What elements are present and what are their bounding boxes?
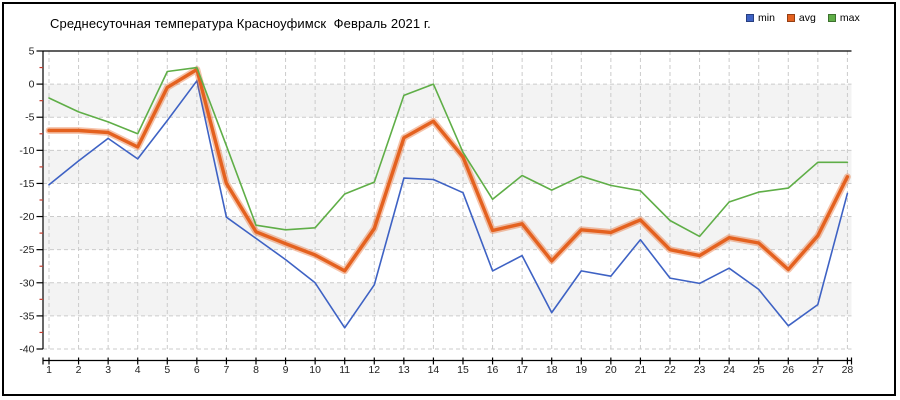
x-axis xyxy=(42,357,853,365)
x-gridlines xyxy=(48,51,848,349)
x-tick-label: 19 xyxy=(575,364,587,376)
y-tick-label: -15 xyxy=(19,178,34,190)
x-tick-label: 5 xyxy=(164,364,170,376)
x-tick-label: 11 xyxy=(339,364,350,376)
series-min xyxy=(48,80,849,329)
x-tick-label: 8 xyxy=(253,364,259,376)
legend-label-min: min xyxy=(758,12,775,24)
x-tick-label: 23 xyxy=(694,364,706,376)
x-tick-label: 26 xyxy=(782,364,794,376)
x-tick-label: 15 xyxy=(457,364,469,376)
chart-title: Среднесуточная температура Красноуфимск … xyxy=(50,16,431,31)
x-tick-label: 28 xyxy=(842,364,854,376)
legend: min avg max xyxy=(746,12,860,24)
x-tick-label: 25 xyxy=(753,364,765,376)
y-tick-label: -30 xyxy=(19,277,34,289)
y-tick-label: -20 xyxy=(19,211,34,223)
x-tick-label: 17 xyxy=(516,364,528,376)
y-tick-label: -40 xyxy=(19,344,34,356)
x-tick-label: 7 xyxy=(224,364,230,376)
y-tick-label: -25 xyxy=(19,244,34,256)
legend-item-max: max xyxy=(827,12,860,24)
x-tick-labels: 1 2 3 4 5 6 7 8 9 10 11 12 13 14 15 16 17 18 19 20 21 22 23 24 2… xyxy=(46,364,853,376)
x-tick-label: 3 xyxy=(105,364,111,376)
y-tick-label: 5 xyxy=(29,46,35,58)
x-tick-label: 18 xyxy=(546,364,558,376)
x-tick-label: 10 xyxy=(309,364,321,376)
y-tick-label: 0 xyxy=(29,79,35,91)
x-tick-label: 16 xyxy=(487,364,499,376)
x-tick-label: 2 xyxy=(76,364,82,376)
series-line-max xyxy=(48,66,849,238)
x-tick-label: 21 xyxy=(635,364,647,376)
legend-swatch-avg xyxy=(786,14,795,22)
legend-label-max: max xyxy=(839,12,860,24)
legend-swatch-min xyxy=(746,14,754,22)
y-gridlines xyxy=(43,83,852,350)
series-max xyxy=(48,66,849,238)
x-tick-label: 12 xyxy=(368,364,380,376)
legend-item-avg: avg xyxy=(786,12,816,24)
x-tick-label: 1 xyxy=(46,364,52,376)
legend-swatch-max xyxy=(827,14,836,22)
y-tick-label: -10 xyxy=(19,145,34,157)
plot-bands xyxy=(43,84,852,316)
x-tick-label: 4 xyxy=(135,364,141,376)
x-tick-label: 6 xyxy=(194,364,200,376)
x-tick-label: 20 xyxy=(605,364,617,376)
legend-item-min: min xyxy=(746,12,775,24)
legend-label-avg: avg xyxy=(798,12,816,24)
y-minor-ticks xyxy=(39,66,43,334)
x-tick-label: 13 xyxy=(398,364,410,376)
series-line-avg xyxy=(47,67,850,273)
series-avg xyxy=(45,66,851,275)
series-line-min xyxy=(48,80,849,329)
y-tick-label: -5 xyxy=(25,112,34,124)
y-tick-label: -35 xyxy=(19,310,34,322)
x-tick-label: 9 xyxy=(283,364,289,376)
x-tick-label: 27 xyxy=(812,364,824,376)
x-tick-label: 24 xyxy=(723,364,735,376)
x-tick-label: 14 xyxy=(428,364,440,376)
x-tick-label: 22 xyxy=(664,364,676,376)
y-tick-labels: 5 0 -5 -10 -15 -20 -25 -30 -35 -40 xyxy=(19,46,34,356)
